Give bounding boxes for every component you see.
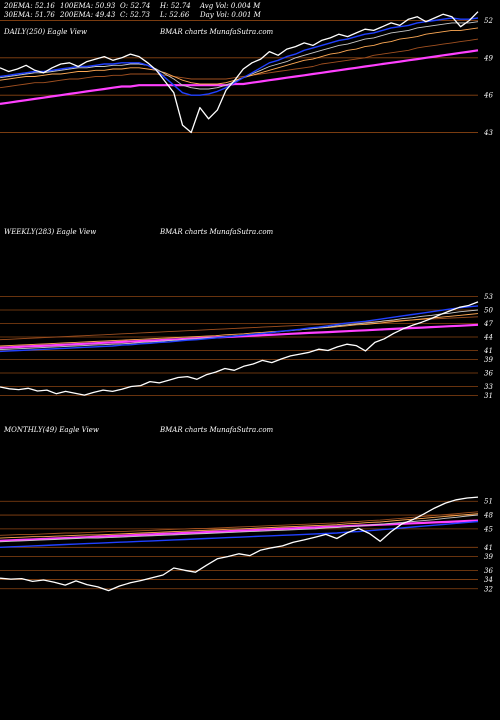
weekly-y-tick-label: 39 — [484, 356, 493, 364]
daily-gridlines — [0, 20, 478, 133]
header-200ema: 200EMA: 49.43 — [59, 11, 116, 19]
monthly-y-tick-label: 32 — [484, 585, 493, 593]
weekly-y-tick-label: 33 — [484, 383, 493, 391]
monthly-ema100-line — [0, 511, 479, 536]
weekly-ema50-line — [0, 313, 479, 347]
header-high: H: 52.74 — [159, 2, 191, 10]
weekly-chart-title: WEEKLY(283) Eagle View — [4, 228, 96, 236]
daily-chart-watermark: BMAR charts MunafaSutra.com — [159, 28, 274, 36]
weekly-gridlines — [0, 296, 478, 396]
monthly-y-tick-label: 39 — [484, 553, 493, 561]
daily-ema100-line — [0, 38, 479, 89]
weekly-y-tick-label: 41 — [483, 347, 493, 355]
monthly-ema30-line — [0, 514, 479, 543]
weekly-chart-panel: WEEKLY(283) Eagle View BMAR charts Munaf… — [0, 228, 493, 400]
monthly-gridlines — [0, 500, 478, 590]
monthly-ema20-line — [0, 520, 479, 548]
weekly-y-tick-label: 36 — [484, 370, 493, 378]
monthly-ema200-line — [0, 519, 479, 542]
daily-price-line — [0, 11, 479, 134]
daily-y-tick-label: 46 — [483, 92, 493, 100]
header-avg-vol: Avg Vol: 0.004 M — [199, 2, 261, 10]
monthly-y-tick-label: 48 — [483, 512, 493, 520]
monthly-chart-watermark: BMAR charts MunafaSutra.com — [159, 426, 274, 434]
weekly-chart-watermark: BMAR charts MunafaSutra.com — [159, 228, 274, 236]
header-low: L: 52.66 — [159, 11, 190, 19]
monthly-y-tick-label: 45 — [483, 525, 493, 533]
daily-y-tick-label: 52 — [484, 17, 493, 25]
weekly-ema100-line — [0, 316, 479, 341]
daily-chart-panel: DAILY(250) Eagle View BMAR charts Munafa… — [0, 11, 493, 137]
monthly-series-lines — [0, 496, 479, 592]
header-day-vol: Day Vol: 0.001 M — [199, 11, 262, 19]
header-stats: 20EMA: 52.16 100EMA: 50.93 O: 52.74 H: 5… — [3, 2, 262, 19]
header-20ema: 20EMA: 52.16 — [3, 2, 55, 10]
daily-y-axis-ticks: 52 49 46 43 — [483, 17, 493, 137]
daily-ema200-line — [0, 49, 479, 105]
monthly-y-tick-label: 51 — [484, 498, 493, 506]
header-30ema: 30EMA: 51.76 — [4, 11, 55, 19]
monthly-y-tick-label: 34 — [484, 576, 493, 584]
header-100ema: 100EMA: 50.93 — [60, 2, 116, 10]
daily-y-tick-label: 49 — [483, 54, 493, 62]
weekly-price-line — [0, 301, 479, 396]
monthly-price-line — [0, 496, 479, 592]
weekly-y-tick-label: 50 — [484, 307, 493, 315]
weekly-series-lines — [0, 301, 479, 396]
daily-ema20-line — [0, 17, 479, 96]
monthly-y-tick-label: 36 — [484, 567, 493, 575]
weekly-ema20-line — [0, 305, 479, 353]
daily-ema50-line — [0, 27, 479, 85]
daily-y-tick-label: 43 — [483, 129, 493, 137]
header-open: O: 52.74 — [120, 2, 150, 10]
weekly-y-tick-label: 47 — [483, 320, 493, 328]
weekly-y-tick-label: 31 — [484, 392, 493, 400]
monthly-y-tick-label: 41 — [483, 544, 493, 552]
monthly-chart-panel: MONTHLY(49) Eagle View BMAR charts Munaf… — [0, 426, 493, 593]
daily-series-lines — [0, 11, 479, 134]
monthly-ema50-line — [0, 513, 479, 539]
monthly-chart-title: MONTHLY(49) Eagle View — [3, 426, 99, 434]
daily-chart-title: DAILY(250) Eagle View — [3, 28, 87, 36]
weekly-y-tick-label: 53 — [484, 293, 493, 301]
weekly-y-tick-label: 44 — [483, 334, 493, 342]
header-close: C: 52.73 — [120, 11, 151, 19]
